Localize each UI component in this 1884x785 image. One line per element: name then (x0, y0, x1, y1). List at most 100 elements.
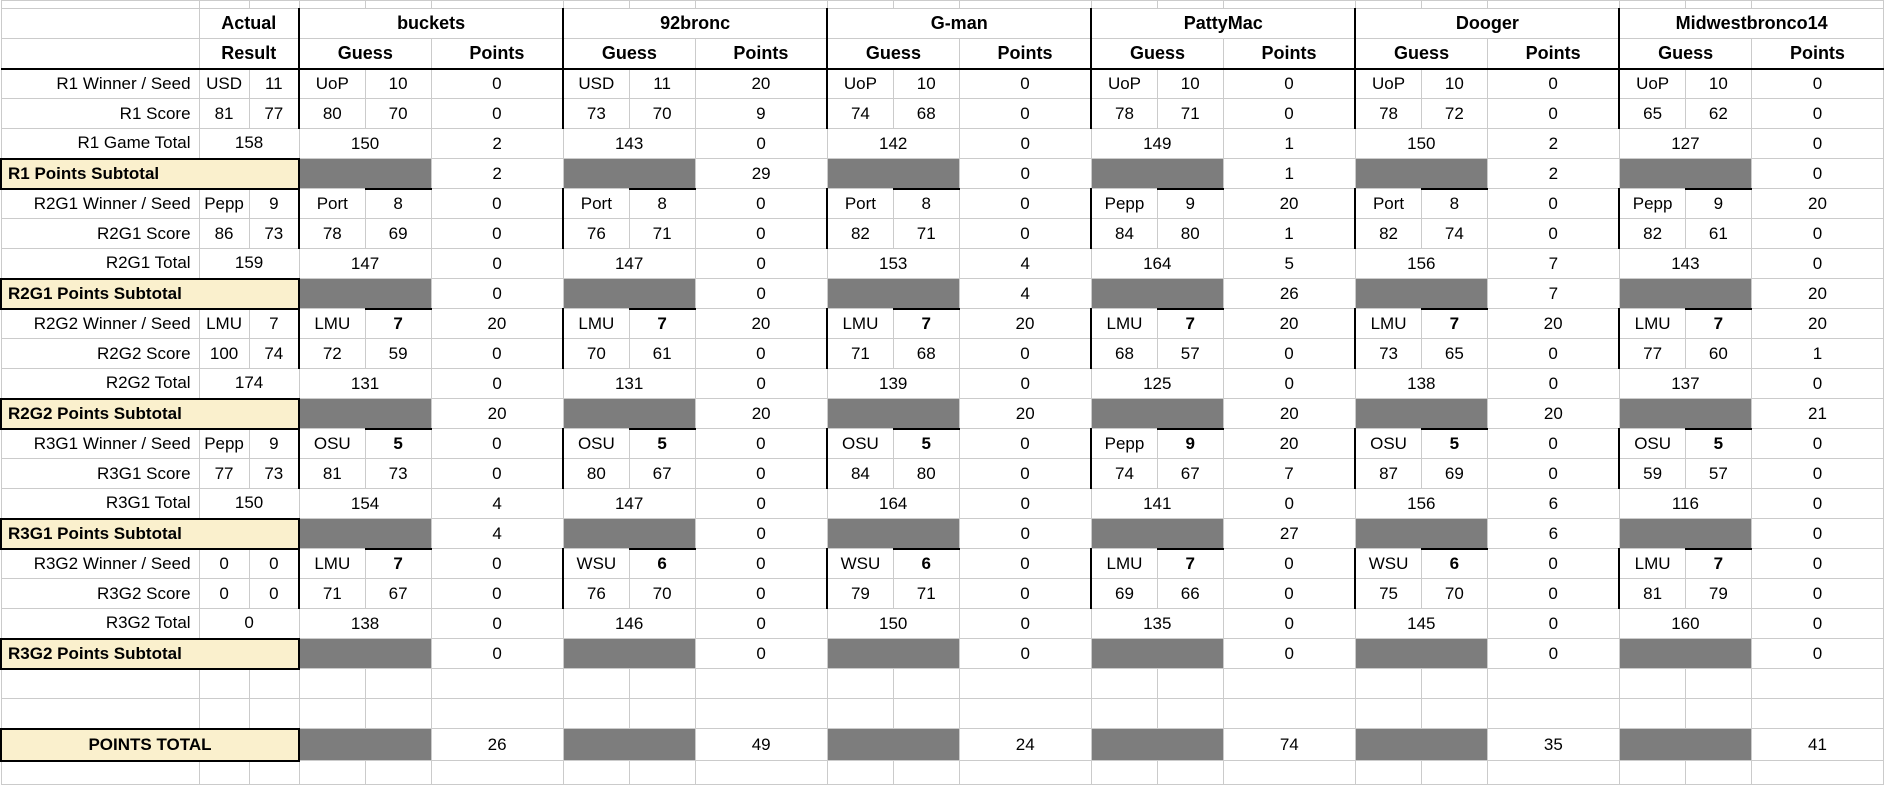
cell-r2g1-winner-seed-buckets-b[interactable]: 8 (364, 187, 432, 219)
cell-r2g2-total-g-man-guess[interactable]: 139 (826, 368, 960, 399)
cell-r1-score-pattymac-b[interactable]: 71 (1156, 98, 1224, 129)
cell-r2g2-winner-seed-dooger-points[interactable]: 20 (1486, 308, 1620, 339)
cell-r2g1-total-92bronc-guess[interactable]: 147 (562, 248, 696, 279)
cell-r2g1-winner-seed-pattymac-points[interactable]: 20 (1222, 188, 1356, 219)
cell-r1-game-total-midwestbronco14-points[interactable]: 0 (1750, 128, 1884, 159)
cell-r1-winner-seed-g-man-b[interactable]: 10 (892, 67, 960, 99)
actual-header[interactable]: Actual (198, 8, 300, 39)
cell-r2g1-score-pattymac-a[interactable]: 84 (1090, 218, 1158, 249)
cell-r2g1-winner-seed-midwestbronco14-points[interactable]: 20 (1750, 188, 1884, 219)
cell-r3g1-winner-seed-midwestbronco14-a[interactable]: OSU (1618, 428, 1686, 459)
cell-r2g2-winner-seed-g-man-b[interactable]: 7 (892, 307, 960, 339)
grid-cell[interactable] (1684, 698, 1752, 729)
row-label-r1-score[interactable]: R1 Score (0, 98, 200, 129)
blocked-cell-r2g1-points-subtotal-dooger[interactable] (1354, 278, 1488, 309)
cell-r2g1-score-midwestbronco14-b[interactable]: 61 (1684, 218, 1752, 249)
cell-r2g1-score-buckets-points[interactable]: 0 (430, 218, 564, 249)
cell-points-total-pattymac-points[interactable]: 74 (1222, 728, 1356, 761)
cell-r3g1-score-actual-a[interactable]: 77 (198, 458, 250, 489)
cell-r2g2-total-92bronc-points[interactable]: 0 (694, 368, 828, 399)
grid-cell[interactable] (1486, 698, 1620, 729)
cell-r2g2-winner-seed-92bronc-a[interactable]: LMU (562, 308, 630, 339)
grid-cell[interactable] (1750, 698, 1884, 729)
cell-r3g1-winner-seed-actual-b[interactable]: 9 (248, 428, 300, 459)
cell-r2g2-points-subtotal-pattymac-points[interactable]: 20 (1222, 398, 1356, 429)
cell-r2g1-points-subtotal-pattymac-points[interactable]: 26 (1222, 278, 1356, 309)
cell-r3g2-score-actual-b[interactable]: 0 (248, 578, 300, 609)
grid-cell[interactable] (892, 698, 960, 729)
grid-cell[interactable] (1156, 668, 1224, 699)
cell-r1-points-subtotal-92bronc-points[interactable]: 29 (694, 158, 828, 189)
cell-r2g1-points-subtotal-midwestbronco14-points[interactable]: 20 (1750, 278, 1884, 309)
row-label-r3g1-score[interactable]: R3G1 Score (0, 458, 200, 489)
cell-r1-winner-seed-pattymac-points[interactable]: 0 (1222, 68, 1356, 99)
cell-r3g1-total-g-man-guess[interactable]: 164 (826, 488, 960, 519)
cell-r3g1-score-midwestbronco14-points[interactable]: 0 (1750, 458, 1884, 489)
cell-r3g2-winner-seed-g-man-a[interactable]: WSU (826, 548, 894, 579)
cell-r1-score-g-man-b[interactable]: 68 (892, 98, 960, 129)
cell-r3g1-winner-seed-buckets-points[interactable]: 0 (430, 428, 564, 459)
cell-r2g1-total-actual[interactable]: 159 (198, 248, 300, 279)
cell-r3g1-points-subtotal-92bronc-points[interactable]: 0 (694, 518, 828, 549)
cell-r3g1-score-midwestbronco14-a[interactable]: 59 (1618, 458, 1686, 489)
guess-header-g-man[interactable]: Guess (826, 38, 960, 70)
blocked-cell-r3g2-points-subtotal-g-man[interactable] (826, 638, 960, 669)
cell-r1-game-total-actual[interactable]: 158 (198, 128, 300, 159)
cell-points-total-g-man-points[interactable]: 24 (958, 728, 1092, 761)
cell-r3g1-score-g-man-b[interactable]: 80 (892, 458, 960, 489)
player-header-midwestbronco14[interactable]: Midwestbronco14 (1618, 8, 1884, 39)
blocked-cell-r2g2-points-subtotal-g-man[interactable] (826, 398, 960, 429)
player-header-dooger[interactable]: Dooger (1354, 8, 1620, 39)
cell-r1-game-total-midwestbronco14-guess[interactable]: 127 (1618, 128, 1752, 159)
cell-r3g1-winner-seed-g-man-a[interactable]: OSU (826, 428, 894, 459)
blocked-cell-r2g1-points-subtotal-92bronc[interactable] (562, 278, 696, 309)
cell-r2g2-winner-seed-92bronc-points[interactable]: 20 (694, 308, 828, 339)
cell-r2g2-score-midwestbronco14-a[interactable]: 77 (1618, 338, 1686, 369)
cell-r1-game-total-92bronc-points[interactable]: 0 (694, 128, 828, 159)
cell-r3g2-total-actual[interactable]: 0 (198, 608, 300, 639)
cell-r2g2-total-actual[interactable]: 174 (198, 368, 300, 399)
blocked-cell-r3g1-points-subtotal-92bronc[interactable] (562, 518, 696, 549)
grid-cell[interactable] (694, 698, 828, 729)
cell-r2g1-total-dooger-guess[interactable]: 156 (1354, 248, 1488, 279)
points-header-g-man[interactable]: Points (958, 38, 1092, 70)
cell-r3g1-total-pattymac-guess[interactable]: 141 (1090, 488, 1224, 519)
guess-header-buckets[interactable]: Guess (298, 38, 432, 70)
grid-cell[interactable] (298, 668, 366, 699)
cell-r2g1-points-subtotal-dooger-points[interactable]: 7 (1486, 278, 1620, 309)
cell-r2g2-total-dooger-points[interactable]: 0 (1486, 368, 1620, 399)
cell-r1-game-total-g-man-points[interactable]: 0 (958, 128, 1092, 159)
cell-r2g2-score-g-man-b[interactable]: 68 (892, 338, 960, 369)
blocked-cell-r1-points-subtotal-midwestbronco14[interactable] (1618, 158, 1752, 189)
cell-points-total-92bronc-points[interactable]: 49 (694, 728, 828, 761)
cell-r3g1-total-midwestbronco14-guess[interactable]: 116 (1618, 488, 1752, 519)
row-label-r3g1-points-subtotal[interactable]: R3G1 Points Subtotal (0, 517, 301, 550)
cell-r1-winner-seed-g-man-points[interactable]: 0 (958, 68, 1092, 99)
cell-r2g2-points-subtotal-g-man-points[interactable]: 20 (958, 398, 1092, 429)
corner-blank-cell[interactable] (0, 38, 200, 70)
cell-points-total-buckets-points[interactable]: 26 (430, 728, 564, 761)
cell-r3g2-total-92bronc-points[interactable]: 0 (694, 608, 828, 639)
row-label-r2g1-total[interactable]: R2G1 Total (0, 248, 200, 279)
player-header-buckets[interactable]: buckets (298, 8, 564, 39)
cell-r2g1-score-pattymac-points[interactable]: 1 (1222, 218, 1356, 249)
cell-r3g2-points-subtotal-92bronc-points[interactable]: 0 (694, 638, 828, 669)
cell-r1-game-total-buckets-guess[interactable]: 150 (298, 128, 432, 159)
cell-r2g1-winner-seed-g-man-a[interactable]: Port (826, 188, 894, 219)
cell-r2g2-points-subtotal-dooger-points[interactable]: 20 (1486, 398, 1620, 429)
cell-r2g2-winner-seed-actual-b[interactable]: 7 (248, 308, 300, 339)
cell-r2g2-total-92bronc-guess[interactable]: 131 (562, 368, 696, 399)
player-header-g-man[interactable]: G-man (826, 8, 1092, 39)
grid-cell[interactable] (1618, 668, 1686, 699)
cell-r3g1-total-midwestbronco14-points[interactable]: 0 (1750, 488, 1884, 519)
cell-r2g1-score-g-man-points[interactable]: 0 (958, 218, 1092, 249)
blocked-cell-r3g2-points-subtotal-92bronc[interactable] (562, 638, 696, 669)
cell-r2g1-score-g-man-a[interactable]: 82 (826, 218, 894, 249)
row-label-r1-winner-seed[interactable]: R1 Winner / Seed (0, 68, 200, 99)
blocked-cell-points-total-midwestbronco14[interactable] (1618, 728, 1752, 761)
blocked-cell-r2g1-points-subtotal-midwestbronco14[interactable] (1618, 278, 1752, 309)
row-label-r2g2-points-subtotal[interactable]: R2G2 Points Subtotal (0, 397, 301, 430)
cell-r3g1-total-dooger-points[interactable]: 6 (1486, 488, 1620, 519)
blocked-cell-r3g2-points-subtotal-dooger[interactable] (1354, 638, 1488, 669)
points-header-dooger[interactable]: Points (1486, 38, 1620, 70)
